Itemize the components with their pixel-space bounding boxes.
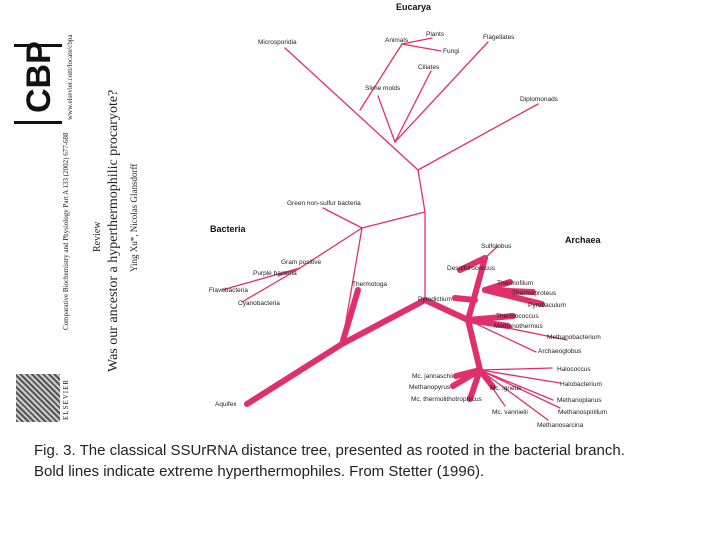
branch-mc-vannielii xyxy=(479,369,506,407)
branch-mc-thermolithotrophicus xyxy=(467,367,483,402)
taxon-mc-vannielii: Mc. vannielii xyxy=(492,409,528,416)
branch-diplomonads xyxy=(417,103,539,171)
taxon-cyanobacteria: Cyanobacteria xyxy=(238,300,280,307)
thin-branches-archaea xyxy=(479,367,561,421)
branch-cyanobacteria xyxy=(241,267,301,303)
figure-caption: Fig. 3. The classical SSUrRNA distance t… xyxy=(34,440,694,482)
branch-microsporidia xyxy=(284,47,419,171)
branch-methanoplanus xyxy=(479,369,554,401)
branch-crenarchaeota xyxy=(465,255,488,323)
branch-flavobacteria xyxy=(221,267,301,291)
branch-archaea-stem xyxy=(422,297,471,323)
group-label-bacteria: Bacteria xyxy=(210,224,247,234)
caption-line-1: Fig. 3. The classical SSUrRNA distance t… xyxy=(34,442,625,459)
branch-ciliates xyxy=(394,70,432,143)
taxon-halobacterium: Halobacterium xyxy=(560,381,602,388)
branch-methanosarcina xyxy=(479,369,549,421)
bold-branches xyxy=(244,255,545,407)
taxon-green-non-sulfur: Green non-sulfur bacteria xyxy=(287,200,361,207)
taxon-archaeoglobus: Archaeoglobus xyxy=(538,348,582,355)
taxon-sulfolobus: Sulfolobus xyxy=(481,243,512,250)
caption-line-2: Bold lines indicate extreme hyperthermop… xyxy=(34,463,485,480)
taxon-methanothermus: Methanothermus xyxy=(494,323,544,330)
taxon-gram-positive: Gram positive xyxy=(281,259,321,266)
branch-fungi xyxy=(401,43,442,52)
taxon-purple-bacteria: Purple bacteria xyxy=(253,270,297,277)
branch-halococcus xyxy=(479,367,553,371)
branch-plants xyxy=(401,37,433,45)
phylogenetic-tree: Eucarya Bacteria Archaea Microsporidia A… xyxy=(209,2,607,429)
branch-pyrobaculum xyxy=(482,287,545,307)
branch-pyrodictium xyxy=(452,295,478,303)
taxon-methanoplanus: Methanoplanus xyxy=(557,397,602,404)
taxon-slime-molds: Slime molds xyxy=(365,85,401,92)
taxon-diplomonads: Diplomonads xyxy=(520,96,559,103)
taxon-mc-igneus: Mc. igneus xyxy=(490,385,522,392)
taxon-thermococcus: Thermococcus xyxy=(496,313,539,320)
elsevier-logo xyxy=(16,374,60,422)
taxon-mc-jannaschii: Mc. jannaschii xyxy=(412,373,453,380)
taxon-halococcus: Halococcus xyxy=(557,366,591,373)
taxon-flavobacteria: Flavobacteria xyxy=(209,287,248,294)
branch-methanopyrus xyxy=(450,367,483,389)
taxon-ciliates: Ciliates xyxy=(418,64,440,71)
taxon-pyrobaculum: Pyrobaculum xyxy=(528,302,566,309)
branch-methanothermus xyxy=(465,317,511,329)
group-label-eucarya: Eucarya xyxy=(396,2,432,12)
branch-archaeoglobus xyxy=(467,319,537,353)
branch-euryarchaeota xyxy=(465,317,483,373)
taxon-methanosarcina: Methanosarcina xyxy=(537,422,584,429)
branch-halobacterium xyxy=(479,369,561,384)
taxon-fungi: Fungi xyxy=(443,48,459,55)
taxon-methanobacterium: Methanobacterium xyxy=(547,334,601,341)
branch-eucarya-stem xyxy=(417,169,426,213)
taxon-methanospirillum: Methanospirillum xyxy=(558,409,607,416)
taxon-mc-thermolithotrophicus: Mc. thermolithotrophicus xyxy=(411,396,483,403)
group-label-archaea: Archaea xyxy=(565,235,602,245)
taxon-methanopyrus: Methanopyrus xyxy=(409,384,451,391)
taxon-animals: Animals xyxy=(385,37,409,44)
taxon-flagellates: Flagellates xyxy=(483,34,515,41)
taxon-desulfurococcus: Desulfurococcus xyxy=(447,265,496,272)
taxon-thermoproteus: Thermoproteus xyxy=(512,290,557,297)
branch-aquifex xyxy=(244,341,345,407)
cbp-logo: CBP xyxy=(14,41,62,124)
branch-animals xyxy=(359,43,403,111)
branch-methanospirillum xyxy=(479,369,561,409)
taxon-thermotoga: Thermotoga xyxy=(352,281,387,288)
taxon-microsporidia: Microsporidia xyxy=(258,39,297,46)
branch-flagellates xyxy=(394,41,489,143)
branch-thermotoga xyxy=(339,287,361,347)
taxon-thermofilum: Thermofilum xyxy=(497,280,533,287)
branch-slime-molds xyxy=(377,95,396,143)
taxon-plants: Plants xyxy=(426,31,445,38)
taxon-pyrodictium: Pyrodictium xyxy=(418,296,452,303)
branch-root xyxy=(339,297,428,347)
branch-green-non-sulfur xyxy=(322,207,363,229)
branch-gram-positive xyxy=(299,227,363,269)
branch-desulfurococcus xyxy=(457,255,488,273)
taxon-aquifex: Aquifex xyxy=(215,401,237,408)
branch-bacteria-stem xyxy=(361,211,426,229)
